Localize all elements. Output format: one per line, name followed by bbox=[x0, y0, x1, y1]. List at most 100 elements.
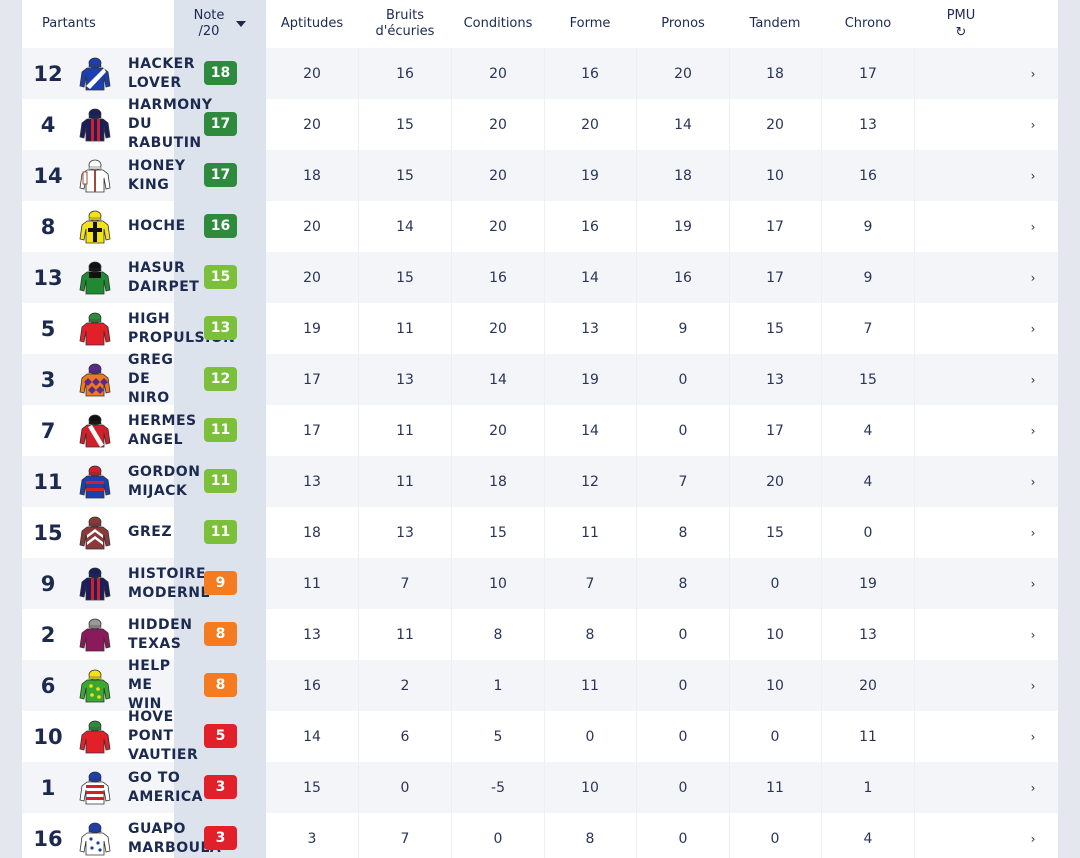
horse-name[interactable]: HELP ME WIN bbox=[128, 658, 248, 712]
chevron-right-icon[interactable]: › bbox=[1030, 627, 1036, 642]
table-row[interactable]: 5 HIGH PROPULSION 13 19 11 20 13 9 15 7 › bbox=[22, 303, 1058, 354]
score-cell: 10 bbox=[766, 626, 784, 643]
header-bruits[interactable]: Bruits d'écuries bbox=[359, 0, 451, 47]
column-divider bbox=[636, 711, 637, 762]
horse-name[interactable]: HOVE PONT VAUTIER bbox=[128, 709, 248, 763]
horse-name[interactable]: HOCHE bbox=[128, 201, 248, 252]
chevron-right-icon[interactable]: › bbox=[1030, 168, 1036, 183]
table-row[interactable]: 12 HACKER LOVER 18 20 16 20 16 20 18 17 › bbox=[22, 48, 1058, 99]
score-cell: 5 bbox=[493, 728, 503, 745]
horse-name-line: HERMES bbox=[128, 412, 197, 429]
score-cell: 20 bbox=[766, 473, 784, 490]
table-row[interactable]: 3 GREG DE NIRO 12 17 13 14 19 0 13 15 › bbox=[22, 352, 1058, 406]
header-note[interactable]: Note /20 bbox=[174, 0, 266, 47]
horse-name[interactable]: HONEY KING bbox=[128, 150, 248, 201]
horse-name[interactable]: GREG DE NIRO bbox=[128, 352, 248, 406]
horse-name[interactable]: HIDDEN TEXAS bbox=[128, 609, 248, 660]
runner-number: 4 bbox=[40, 112, 56, 137]
chevron-right-icon[interactable]: › bbox=[1030, 576, 1036, 591]
score-cell: 7 bbox=[863, 320, 873, 337]
column-divider bbox=[914, 201, 915, 252]
score-cell: 0 bbox=[678, 728, 688, 745]
column-divider bbox=[451, 813, 452, 858]
column-divider bbox=[544, 507, 545, 558]
header-forme[interactable]: Forme bbox=[569, 15, 611, 31]
table-row[interactable]: 15 GREZ 11 18 13 15 11 8 15 0 › bbox=[22, 507, 1058, 558]
table-row[interactable]: 1 GO TO AMERICA 3 15 0 -5 10 0 11 1 › bbox=[22, 762, 1058, 813]
note-badge: 15 bbox=[204, 265, 237, 289]
chevron-right-icon[interactable]: › bbox=[1030, 66, 1036, 81]
score-cell: 8 bbox=[585, 830, 595, 847]
horse-name-line: DU bbox=[128, 116, 152, 132]
chevron-right-icon[interactable]: › bbox=[1030, 729, 1036, 744]
header-bruits-line1: Bruits bbox=[386, 7, 424, 23]
table-row[interactable]: 7 HERMES ANGEL 11 17 11 20 14 0 17 4 › bbox=[22, 405, 1058, 456]
header-chrono[interactable]: Chrono bbox=[844, 15, 892, 31]
jockey-silk-icon bbox=[78, 515, 112, 551]
horse-name[interactable]: HERMES ANGEL bbox=[128, 405, 248, 456]
refresh-icon[interactable]: ↻ bbox=[955, 25, 967, 40]
table-row[interactable]: 9 HISTOIRE MODERNE 9 11 7 10 7 8 0 19 › bbox=[22, 558, 1058, 609]
table-row[interactable]: 14 HONEY KING 17 18 15 20 19 18 10 16 › bbox=[22, 150, 1058, 201]
column-divider bbox=[636, 201, 637, 252]
header-tandem[interactable]: Tandem bbox=[749, 15, 801, 31]
horse-name-line: PONT bbox=[128, 728, 174, 744]
horse-name-line: NIRO bbox=[128, 390, 170, 406]
table-row[interactable]: 13 HASUR DAIRPET 15 20 15 16 14 16 17 9 › bbox=[22, 252, 1058, 303]
jockey-silk-icon bbox=[78, 617, 112, 653]
horse-name[interactable]: GUAPO MARBOULA bbox=[128, 813, 248, 858]
chevron-right-icon[interactable]: › bbox=[1030, 219, 1036, 234]
horse-name[interactable]: HISTOIRE MODERNE bbox=[128, 558, 248, 609]
table-row[interactable]: 2 HIDDEN TEXAS 8 13 11 8 8 0 10 13 › bbox=[22, 609, 1058, 660]
runner-number: 3 bbox=[40, 367, 56, 392]
jockey-silk-icon bbox=[78, 56, 112, 92]
column-divider bbox=[358, 354, 359, 405]
header-pmu[interactable]: PMU ↻ bbox=[915, 0, 1007, 47]
column-divider bbox=[729, 99, 730, 150]
score-cell: 0 bbox=[678, 779, 688, 796]
table-row[interactable]: 6 HELP ME WIN 8 16 2 1 11 0 10 20 › bbox=[22, 658, 1058, 712]
horse-name[interactable]: HARMONY DU RABUTIN bbox=[128, 97, 248, 151]
score-cell: 8 bbox=[678, 524, 688, 541]
horse-name[interactable]: GO TO AMERICA bbox=[128, 762, 248, 813]
horse-name[interactable]: GORDON MIJACK bbox=[128, 456, 248, 507]
chevron-right-icon[interactable]: › bbox=[1030, 780, 1036, 795]
horse-name[interactable]: GREZ bbox=[128, 507, 248, 558]
score-cell: 15 bbox=[489, 524, 507, 541]
chevron-right-icon[interactable]: › bbox=[1030, 474, 1036, 489]
table-row[interactable]: 16 GUAPO MARBOULA 3 3 7 0 8 0 0 4 › bbox=[22, 813, 1058, 858]
table-row[interactable]: 4 HARMONY DU RABUTIN 17 20 15 20 20 14 20 13 › bbox=[22, 97, 1058, 151]
chevron-right-icon[interactable]: › bbox=[1030, 321, 1036, 336]
chevron-right-icon[interactable]: › bbox=[1030, 678, 1036, 693]
chevron-right-icon[interactable]: › bbox=[1030, 117, 1036, 132]
score-cell: 18 bbox=[766, 65, 784, 82]
score-cell: 1 bbox=[493, 677, 503, 694]
column-divider bbox=[914, 48, 915, 99]
chevron-right-icon[interactable]: › bbox=[1030, 525, 1036, 540]
column-divider bbox=[544, 99, 545, 150]
score-cell: 16 bbox=[859, 167, 877, 184]
horse-name[interactable]: HASUR DAIRPET bbox=[128, 252, 248, 303]
chevron-right-icon[interactable]: › bbox=[1030, 423, 1036, 438]
horse-name-line: HARMONY bbox=[128, 97, 213, 113]
table-row[interactable]: 10 HOVE PONT VAUTIER 5 14 6 5 0 0 0 11 › bbox=[22, 709, 1058, 763]
table-row[interactable]: 8 HOCHE 16 20 14 20 16 19 17 9 › bbox=[22, 201, 1058, 252]
horse-name-line: HONEY bbox=[128, 157, 186, 174]
chevron-right-icon[interactable]: › bbox=[1030, 372, 1036, 387]
chevron-right-icon[interactable]: › bbox=[1030, 831, 1036, 846]
horse-name-line: GORDON bbox=[128, 463, 201, 480]
score-cell: 17 bbox=[303, 422, 321, 439]
header-partants[interactable]: Partants bbox=[42, 15, 96, 31]
score-cell: 15 bbox=[396, 167, 414, 184]
sort-caret-icon[interactable] bbox=[236, 20, 247, 27]
column-divider bbox=[914, 99, 915, 150]
column-divider bbox=[914, 456, 915, 507]
header-conditions[interactable]: Conditions bbox=[463, 15, 533, 31]
header-pronos[interactable]: Pronos bbox=[661, 15, 705, 31]
header-aptitudes[interactable]: Aptitudes bbox=[280, 15, 344, 31]
chevron-right-icon[interactable]: › bbox=[1030, 270, 1036, 285]
table-row[interactable]: 11 GORDON MIJACK 11 13 11 18 12 7 20 4 › bbox=[22, 456, 1058, 507]
horse-name[interactable]: HACKER LOVER bbox=[128, 48, 248, 99]
column-divider bbox=[544, 609, 545, 660]
column-divider bbox=[544, 456, 545, 507]
